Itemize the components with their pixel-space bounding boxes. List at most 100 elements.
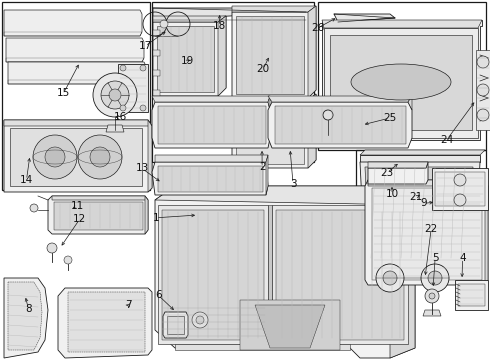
Circle shape bbox=[120, 105, 126, 111]
Polygon shape bbox=[266, 155, 268, 195]
Circle shape bbox=[45, 147, 65, 167]
Polygon shape bbox=[10, 128, 142, 186]
Text: 16: 16 bbox=[113, 112, 127, 122]
Polygon shape bbox=[152, 96, 270, 102]
Polygon shape bbox=[152, 102, 270, 148]
Polygon shape bbox=[360, 162, 480, 265]
Bar bbox=[2, 2, 150, 190]
Circle shape bbox=[454, 174, 466, 186]
Circle shape bbox=[196, 316, 204, 324]
Polygon shape bbox=[4, 120, 152, 192]
Polygon shape bbox=[485, 180, 488, 285]
Circle shape bbox=[109, 89, 121, 101]
Polygon shape bbox=[272, 205, 408, 344]
Text: 9: 9 bbox=[420, 198, 427, 208]
Polygon shape bbox=[255, 305, 325, 348]
Polygon shape bbox=[148, 120, 152, 192]
Polygon shape bbox=[268, 102, 412, 148]
Polygon shape bbox=[334, 14, 395, 22]
Polygon shape bbox=[432, 168, 488, 210]
Circle shape bbox=[323, 110, 333, 120]
Polygon shape bbox=[106, 125, 124, 132]
Polygon shape bbox=[48, 196, 148, 234]
Polygon shape bbox=[276, 210, 404, 340]
Polygon shape bbox=[275, 106, 406, 144]
Polygon shape bbox=[390, 186, 415, 358]
Polygon shape bbox=[236, 16, 304, 94]
Polygon shape bbox=[458, 284, 485, 306]
Text: 19: 19 bbox=[180, 56, 194, 66]
Polygon shape bbox=[167, 316, 184, 334]
Text: 18: 18 bbox=[212, 21, 226, 31]
Polygon shape bbox=[52, 196, 148, 200]
Circle shape bbox=[454, 194, 466, 206]
Circle shape bbox=[140, 65, 146, 71]
Circle shape bbox=[376, 264, 404, 292]
Polygon shape bbox=[360, 155, 480, 162]
Text: 14: 14 bbox=[20, 175, 33, 185]
Polygon shape bbox=[236, 104, 304, 164]
Text: 23: 23 bbox=[380, 168, 394, 178]
Polygon shape bbox=[155, 186, 415, 205]
Polygon shape bbox=[4, 10, 142, 36]
Bar bbox=[318, 2, 486, 150]
Polygon shape bbox=[368, 162, 428, 168]
Text: 2: 2 bbox=[259, 162, 266, 172]
Polygon shape bbox=[308, 94, 316, 168]
Circle shape bbox=[421, 264, 449, 292]
Polygon shape bbox=[157, 26, 214, 92]
Circle shape bbox=[429, 293, 435, 299]
Text: 11: 11 bbox=[71, 201, 84, 211]
Text: 24: 24 bbox=[440, 135, 454, 145]
Polygon shape bbox=[8, 62, 146, 84]
Circle shape bbox=[160, 20, 168, 28]
Circle shape bbox=[101, 81, 129, 109]
Polygon shape bbox=[240, 300, 340, 350]
Polygon shape bbox=[324, 28, 478, 138]
Circle shape bbox=[192, 312, 208, 328]
Polygon shape bbox=[268, 96, 412, 102]
Polygon shape bbox=[368, 180, 488, 186]
Circle shape bbox=[383, 271, 397, 285]
Polygon shape bbox=[153, 70, 160, 76]
Polygon shape bbox=[153, 16, 226, 22]
Polygon shape bbox=[232, 94, 316, 168]
Polygon shape bbox=[435, 172, 485, 206]
Polygon shape bbox=[408, 96, 412, 110]
Text: 3: 3 bbox=[290, 179, 296, 189]
Polygon shape bbox=[152, 162, 268, 195]
Polygon shape bbox=[153, 16, 226, 96]
Polygon shape bbox=[8, 282, 42, 350]
Polygon shape bbox=[158, 205, 268, 344]
Polygon shape bbox=[218, 16, 226, 96]
Polygon shape bbox=[175, 344, 350, 350]
Polygon shape bbox=[58, 288, 152, 358]
Polygon shape bbox=[322, 20, 482, 28]
Polygon shape bbox=[476, 50, 490, 130]
Text: 20: 20 bbox=[257, 64, 270, 74]
Bar bbox=[152, 2, 314, 162]
Circle shape bbox=[47, 243, 57, 253]
Text: 21: 21 bbox=[409, 192, 422, 202]
Polygon shape bbox=[6, 38, 144, 62]
Polygon shape bbox=[268, 96, 270, 110]
Circle shape bbox=[477, 109, 489, 121]
Polygon shape bbox=[54, 202, 143, 230]
Polygon shape bbox=[153, 8, 306, 20]
Text: 4: 4 bbox=[459, 253, 466, 264]
Polygon shape bbox=[365, 180, 488, 285]
Circle shape bbox=[93, 73, 137, 117]
Polygon shape bbox=[322, 20, 482, 140]
Circle shape bbox=[64, 256, 72, 264]
Circle shape bbox=[120, 65, 126, 71]
Polygon shape bbox=[365, 167, 473, 260]
Circle shape bbox=[33, 135, 77, 179]
Polygon shape bbox=[153, 50, 160, 56]
Circle shape bbox=[90, 147, 110, 167]
Polygon shape bbox=[162, 210, 264, 340]
Polygon shape bbox=[232, 6, 316, 98]
Polygon shape bbox=[153, 30, 160, 36]
Polygon shape bbox=[155, 155, 268, 162]
Circle shape bbox=[477, 56, 489, 68]
Circle shape bbox=[425, 289, 439, 303]
